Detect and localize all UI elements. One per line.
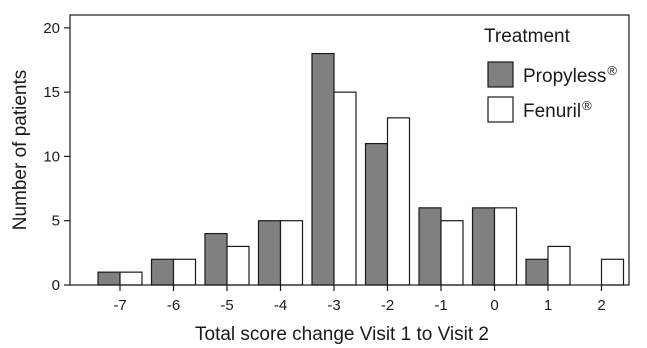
bar-propyless--4 — [257, 220, 282, 286]
bar-propyless--2 — [364, 142, 389, 286]
bar-fenuril--4 — [279, 220, 304, 286]
bar-propyless--7 — [97, 271, 121, 286]
bar-fenuril--7 — [119, 271, 143, 286]
bar-propyless-1 — [525, 258, 549, 286]
y-tick-label-0: 0 — [52, 277, 60, 294]
y-axis-title: Number of patients — [10, 70, 31, 231]
x-tick-label--3: -3 — [327, 297, 340, 314]
registered-mark-fenuril: ® — [582, 98, 592, 113]
y-tick-label-5: 5 — [52, 213, 60, 230]
legend-name-propyless: Propyless — [523, 66, 606, 87]
bar-propyless-0 — [471, 207, 496, 286]
legend-name-fenuril: Fenuril — [523, 101, 581, 122]
legend-label-propyless: Propyless® — [523, 63, 617, 87]
bar-fenuril--3 — [333, 91, 357, 286]
legend-label-fenuril: Fenuril® — [523, 98, 592, 122]
legend-swatch-fenuril — [487, 96, 514, 123]
bar-fenuril-2 — [600, 258, 625, 286]
x-tick-label-2: 2 — [597, 297, 605, 314]
y-tick-label-10: 10 — [43, 148, 60, 165]
x-tick-label--2: -2 — [381, 297, 394, 314]
x-tick-label-1: 1 — [544, 297, 552, 314]
legend: Treatment Propyless® Fenuril® — [484, 26, 617, 123]
x-tick-label--4: -4 — [274, 297, 287, 314]
bar-fenuril--6 — [172, 258, 197, 286]
x-tick-label--1: -1 — [434, 297, 447, 314]
x-tick-label--7: -7 — [113, 297, 126, 314]
y-tick-label-15: 15 — [43, 84, 60, 101]
bars-group — [97, 52, 625, 286]
plot-frame — [69, 14, 630, 286]
y-tick-label-20: 20 — [43, 20, 60, 37]
bar-propyless--6 — [150, 258, 175, 286]
x-tick-label-0: 0 — [490, 297, 498, 314]
bar-fenuril-0 — [493, 207, 518, 286]
bar-fenuril--1 — [440, 220, 464, 286]
legend-swatch-propyless — [487, 61, 514, 88]
bar-propyless--5 — [204, 232, 228, 286]
x-tick-label--6: -6 — [167, 297, 180, 314]
registered-mark-propyless: ® — [607, 63, 617, 78]
bar-propyless--3 — [311, 52, 335, 286]
bar-fenuril--5 — [226, 245, 250, 286]
bar-propyless--1 — [418, 207, 442, 286]
x-axis-title: Total score change Visit 1 to Visit 2 — [195, 324, 489, 345]
axes-group — [69, 14, 630, 286]
bar-fenuril-1 — [547, 245, 571, 286]
bar-fenuril--2 — [386, 117, 411, 286]
x-tick-label--5: -5 — [220, 297, 233, 314]
legend-title: Treatment — [484, 26, 571, 47]
ticks-group: 0 5 10 15 20 -7 -6 -5 -4 -3 -2 -1 0 1 2 — [43, 20, 605, 314]
